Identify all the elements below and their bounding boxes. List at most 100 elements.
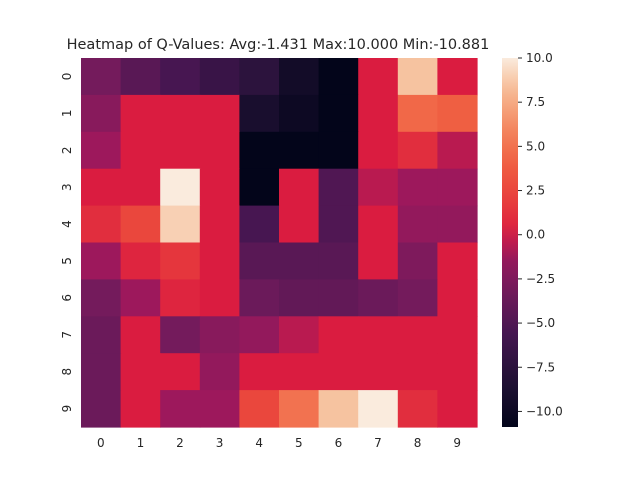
heatmap-cell bbox=[160, 94, 201, 133]
heatmap-cell bbox=[160, 279, 201, 317]
heatmap-cell bbox=[239, 353, 280, 391]
colorbar-tick-label: 5.0 bbox=[526, 139, 545, 153]
y-tick-label: 9 bbox=[60, 405, 74, 413]
colorbar-tick-label: 0.0 bbox=[526, 228, 545, 242]
chart-title: Heatmap of Q-Values: Avg:-1.431 Max:10.0… bbox=[67, 37, 490, 53]
y-tick-label: 5 bbox=[60, 257, 74, 265]
heatmap-cell bbox=[160, 316, 201, 354]
colorbar-tick-label: 7.5 bbox=[526, 95, 545, 109]
heatmap-cell bbox=[358, 131, 399, 170]
heatmap-cell bbox=[437, 279, 478, 317]
heatmap-cell bbox=[279, 131, 320, 170]
x-tick-label: 3 bbox=[216, 436, 224, 450]
heatmap-cell bbox=[318, 168, 359, 207]
heatmap-cell bbox=[397, 242, 438, 280]
heatmap-cell bbox=[120, 168, 161, 207]
colorbar-tick-label: −10.0 bbox=[526, 404, 563, 418]
heatmap-cell bbox=[437, 168, 478, 207]
heatmap-cell bbox=[318, 205, 359, 244]
x-tick-label: 2 bbox=[176, 436, 184, 450]
y-tick-label: 3 bbox=[60, 183, 74, 191]
heatmap-cell bbox=[397, 168, 438, 207]
heatmap-cell bbox=[81, 390, 122, 428]
x-tick-label: 0 bbox=[97, 436, 105, 450]
heatmap-cell bbox=[318, 131, 359, 170]
heatmap-cell bbox=[199, 390, 240, 428]
heatmap-cell bbox=[239, 279, 280, 317]
heatmap-cell bbox=[358, 205, 399, 244]
colorbar-tick-label: 10.0 bbox=[526, 51, 553, 65]
heatmap-cell bbox=[81, 353, 122, 391]
heatmap-cell bbox=[318, 279, 359, 317]
y-tick-label: 6 bbox=[60, 294, 74, 302]
heatmap-cell bbox=[239, 205, 280, 244]
heatmap-cell bbox=[239, 168, 280, 207]
heatmap-cell bbox=[160, 168, 201, 207]
heatmap-cell bbox=[81, 279, 122, 317]
heatmap-cell bbox=[199, 94, 240, 133]
heatmap-cell bbox=[279, 168, 320, 207]
heatmap-cell bbox=[397, 131, 438, 170]
heatmap-cell bbox=[358, 168, 399, 207]
heatmap-cell bbox=[279, 353, 320, 391]
heatmap-cell bbox=[358, 316, 399, 354]
heatmap-cell bbox=[358, 279, 399, 317]
heatmap-cell bbox=[318, 58, 359, 96]
heatmap-cell bbox=[81, 316, 122, 354]
heatmap-cell bbox=[397, 316, 438, 354]
x-axis-ticks: 0 1 2 3 4 5 6 7 8 9 bbox=[97, 436, 461, 450]
colorbar-tick-label: −5.0 bbox=[526, 316, 555, 330]
colorbar bbox=[502, 58, 518, 427]
heatmap-cell bbox=[120, 279, 161, 317]
heatmap-cell bbox=[199, 242, 240, 280]
heatmap-cell bbox=[81, 242, 122, 280]
heatmap-cell bbox=[120, 390, 161, 428]
heatmap-cell bbox=[318, 353, 359, 391]
y-tick-label: 8 bbox=[60, 368, 74, 376]
heatmap-cell bbox=[120, 58, 161, 96]
y-axis-ticks: 0 1 2 3 4 5 6 7 8 9 bbox=[60, 73, 74, 413]
heatmap-cells bbox=[81, 58, 478, 428]
heatmap-cell bbox=[397, 58, 438, 96]
heatmap-cell bbox=[397, 390, 438, 428]
heatmap-cell bbox=[318, 94, 359, 133]
heatmap-cell bbox=[358, 353, 399, 391]
y-tick-label: 7 bbox=[60, 331, 74, 339]
heatmap-cell bbox=[437, 353, 478, 391]
colorbar-ticks: 10.0 7.5 5.0 2.5 0.0 −2.5 −5.0 −7.5 −10.0 bbox=[518, 51, 563, 418]
heatmap-cell bbox=[437, 131, 478, 170]
heatmap-cell bbox=[239, 131, 280, 170]
heatmap-cell bbox=[279, 316, 320, 354]
heatmap-cell bbox=[358, 94, 399, 133]
y-tick-label: 1 bbox=[60, 110, 74, 118]
x-tick-label: 7 bbox=[374, 436, 382, 450]
colorbar-tick-label: 2.5 bbox=[526, 184, 545, 198]
heatmap-cell bbox=[239, 242, 280, 280]
heatmap-cell bbox=[120, 316, 161, 354]
heatmap-cell bbox=[437, 205, 478, 244]
heatmap-cell bbox=[239, 316, 280, 354]
heatmap-cell bbox=[160, 242, 201, 280]
heatmap-cell bbox=[437, 316, 478, 354]
heatmap-cell bbox=[239, 390, 280, 428]
heatmap-cell bbox=[279, 94, 320, 133]
heatmap-cell bbox=[437, 94, 478, 133]
heatmap-cell bbox=[81, 131, 122, 170]
colorbar-tick-label: −7.5 bbox=[526, 360, 555, 374]
heatmap-cell bbox=[437, 242, 478, 280]
heatmap-cell bbox=[279, 205, 320, 244]
heatmap-cell bbox=[81, 58, 122, 96]
x-tick-label: 8 bbox=[414, 436, 422, 450]
heatmap-cell bbox=[279, 242, 320, 280]
heatmap-cell bbox=[81, 205, 122, 244]
heatmap-cell bbox=[397, 94, 438, 133]
heatmap-cell bbox=[199, 58, 240, 96]
heatmap-cell bbox=[239, 58, 280, 96]
heatmap-cell bbox=[160, 353, 201, 391]
heatmap-cell bbox=[160, 58, 201, 96]
heatmap-cell bbox=[279, 390, 320, 428]
heatmap-cell bbox=[199, 168, 240, 207]
heatmap-cell bbox=[239, 94, 280, 133]
colorbar-tick-label: −2.5 bbox=[526, 272, 555, 286]
